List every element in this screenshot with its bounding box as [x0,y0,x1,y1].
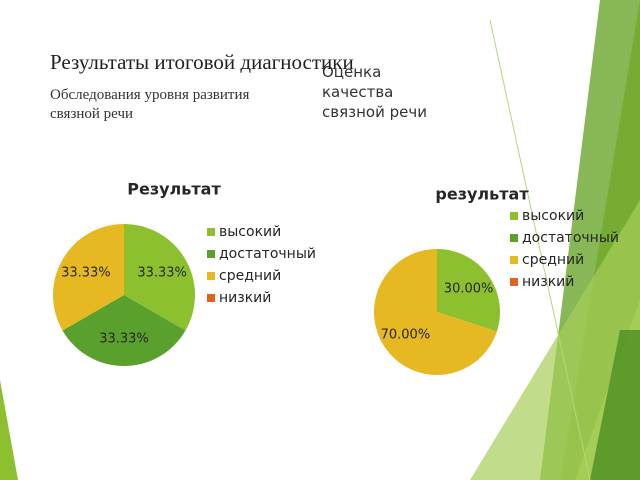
slide-caption: Оценка качества связной речи [322,63,427,121]
legend-label: достаточный [219,246,316,262]
legend-swatch [510,256,518,264]
slide-subtitle: Обследования уровня развития связной реч… [50,87,250,122]
legend-label: низкий [219,290,271,306]
legend-label: высокий [522,208,584,224]
legend-label: низкий [522,274,574,290]
data-label: 33.33% [61,265,111,280]
decor [0,380,18,480]
legend-label: средний [522,252,584,268]
legend-swatch [207,294,215,302]
pie-slice [53,224,124,331]
data-label: 70.00% [381,327,431,342]
pie-slice [124,224,195,331]
data-label: 33.33% [137,265,187,280]
decor [470,200,640,480]
legend-label: высокий [219,224,281,240]
decor [489,19,591,480]
chart-title: результат [435,185,529,204]
pie-slice [437,249,501,332]
legend-swatch [510,212,518,220]
legend-swatch [207,272,215,280]
legend-label: достаточный [522,230,619,246]
pie-slice [62,295,186,366]
data-label: 30.00% [444,282,494,297]
legend-swatch [207,228,215,236]
data-label: 33.33% [99,332,149,347]
legend-swatch [207,250,215,258]
legend-swatch [510,234,518,242]
slide-title: Результаты итоговой диагностики [50,50,354,74]
legend-label: средний [219,268,281,284]
chart-title: Результат [127,180,221,199]
pie-slice [374,249,497,375]
decor [590,330,640,480]
legend-swatch [510,278,518,286]
